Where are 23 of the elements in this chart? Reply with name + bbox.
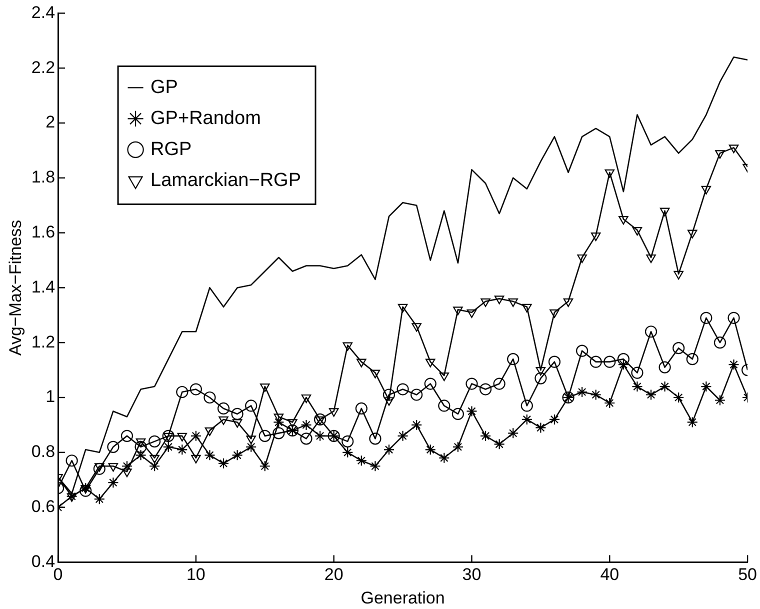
y-tick-label: 0.8 — [31, 442, 56, 462]
x-tick-label: 20 — [324, 565, 344, 584]
x-tick-label: 30 — [462, 565, 482, 584]
y-tick-label: 1.2 — [31, 332, 56, 352]
legend-label: GP — [150, 76, 178, 98]
y-tick-label: 1 — [46, 387, 56, 406]
legend-label: Lamarckian−RGP — [150, 170, 302, 191]
y-tick-label: 2 — [46, 112, 56, 132]
y-tick-label: 2.4 — [31, 2, 56, 22]
x-tick-label: 0 — [53, 565, 63, 584]
x-tick-label: 10 — [186, 565, 206, 584]
y-tick-label: 0.6 — [31, 496, 56, 516]
y-tick-label: 1.8 — [31, 168, 56, 187]
x-axis-title: Generation — [360, 588, 445, 608]
x-tick-label: 40 — [600, 565, 620, 584]
y-tick-label: 1.4 — [31, 277, 56, 296]
y-axis-title: Avg−Max−Fitness — [6, 220, 25, 356]
y-tick-label: 1.6 — [31, 222, 56, 242]
legend-label: GP+Random — [150, 108, 261, 129]
legend-label: RGP — [150, 138, 192, 160]
y-tick-label: 0.4 — [31, 552, 56, 571]
y-tick-label: 2.2 — [31, 58, 56, 77]
x-tick-label: 50 — [738, 565, 758, 584]
